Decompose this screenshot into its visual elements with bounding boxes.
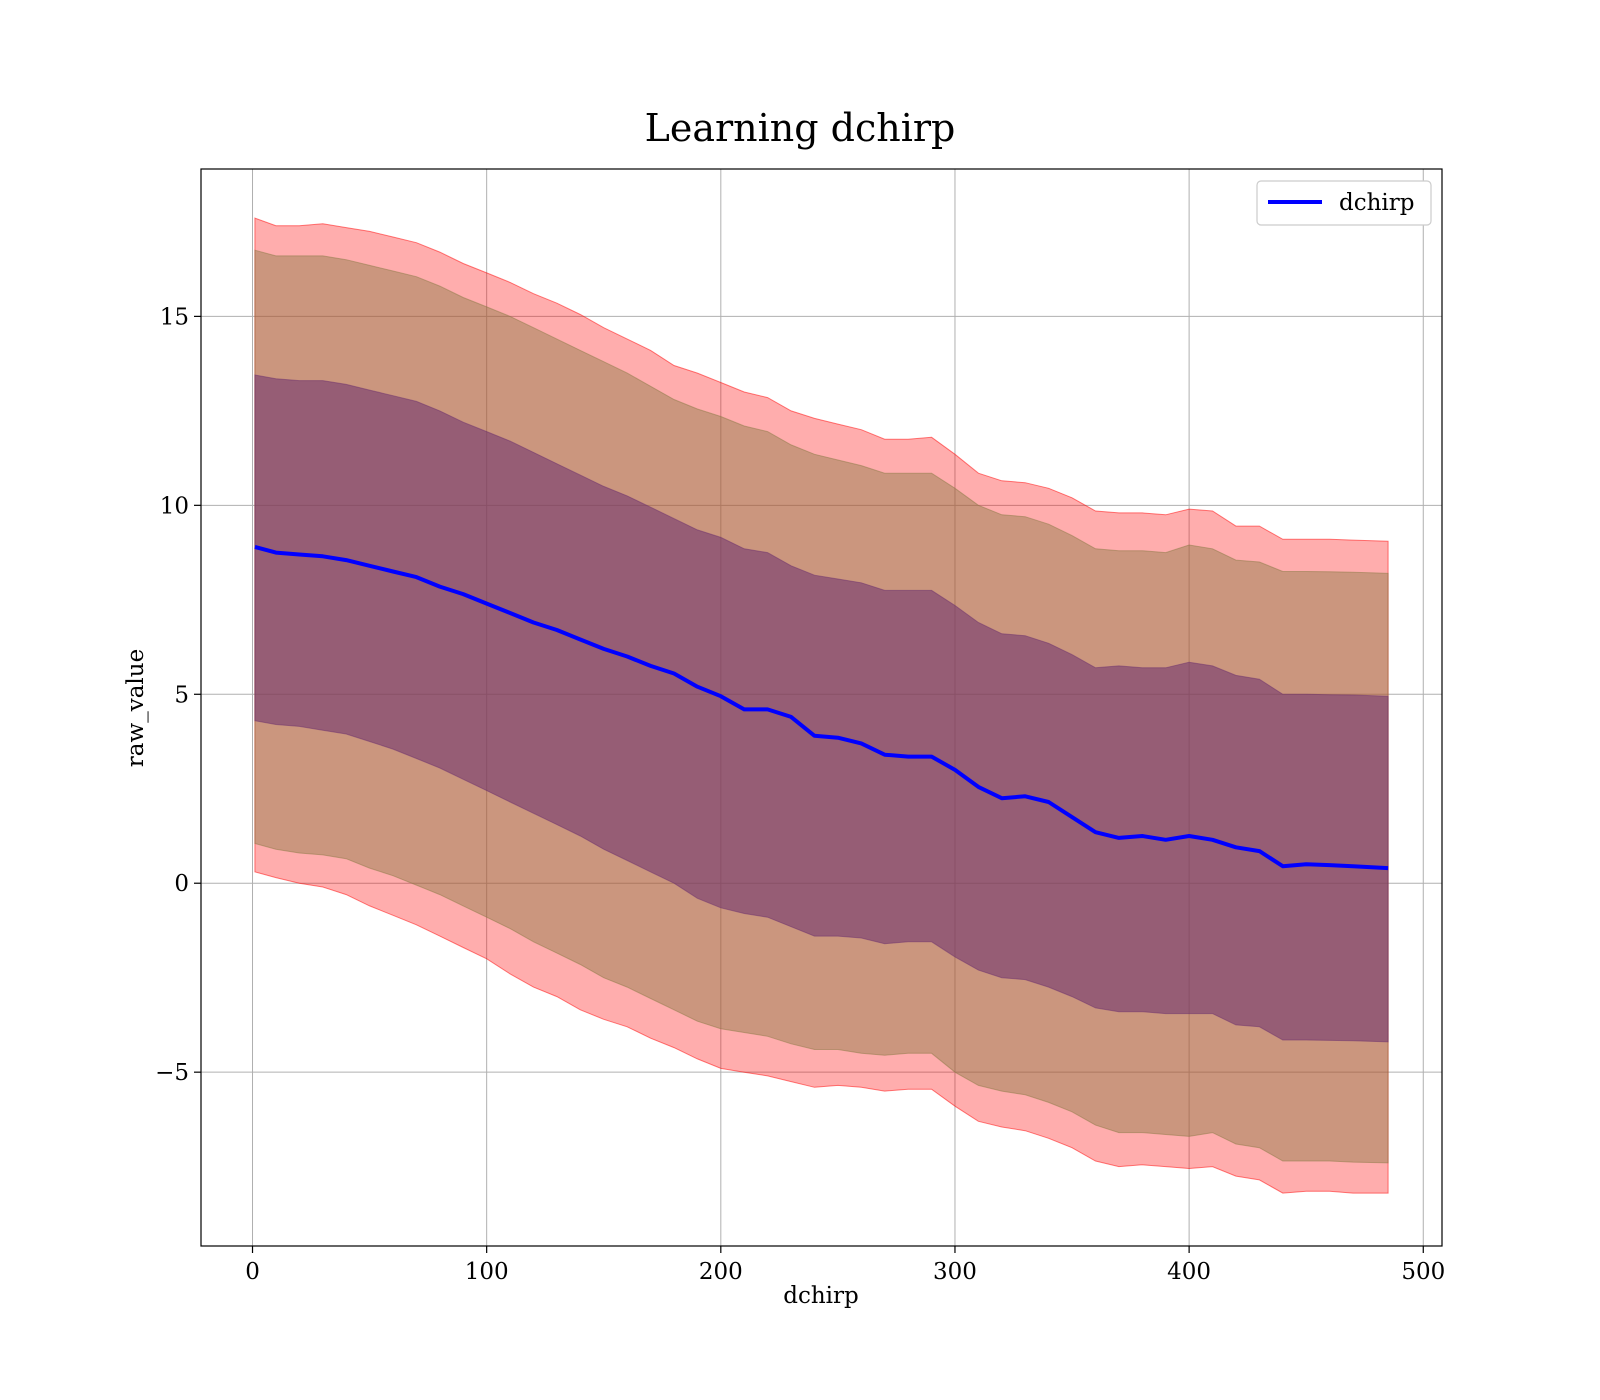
plot-frame xyxy=(200,168,1443,1247)
series-lines xyxy=(254,544,1389,871)
confidence-bands xyxy=(254,217,1389,1194)
series-line-dchirp xyxy=(254,544,1389,871)
x-tick-label: 100 xyxy=(465,1259,509,1285)
band-inner xyxy=(254,374,1389,1043)
legend-entry: dchirp xyxy=(1339,190,1415,216)
x-axis-ticks: 0 100 200 300 400 500 xyxy=(245,1246,1445,1285)
legend: dchirp xyxy=(1256,180,1432,226)
y-axis-ticks: −5 0 5 10 15 xyxy=(155,304,201,1086)
chart-title: Learning dchirp xyxy=(645,106,956,150)
x-tick-label: 200 xyxy=(699,1259,743,1285)
x-tick-label: 500 xyxy=(1401,1259,1445,1285)
x-tick-label: 0 xyxy=(245,1259,260,1285)
legend-box xyxy=(1256,180,1432,226)
y-axis-label: raw_value xyxy=(123,649,149,767)
x-tick-label: 400 xyxy=(1167,1259,1211,1285)
y-tick-label: 10 xyxy=(160,493,189,519)
y-tick-label: 5 xyxy=(174,682,189,708)
y-tick-label: 15 xyxy=(160,304,189,330)
y-tick-label: −5 xyxy=(155,1060,189,1086)
x-tick-label: 300 xyxy=(933,1259,977,1285)
y-tick-label: 0 xyxy=(174,871,189,897)
x-axis-label: dchirp xyxy=(783,1283,859,1309)
